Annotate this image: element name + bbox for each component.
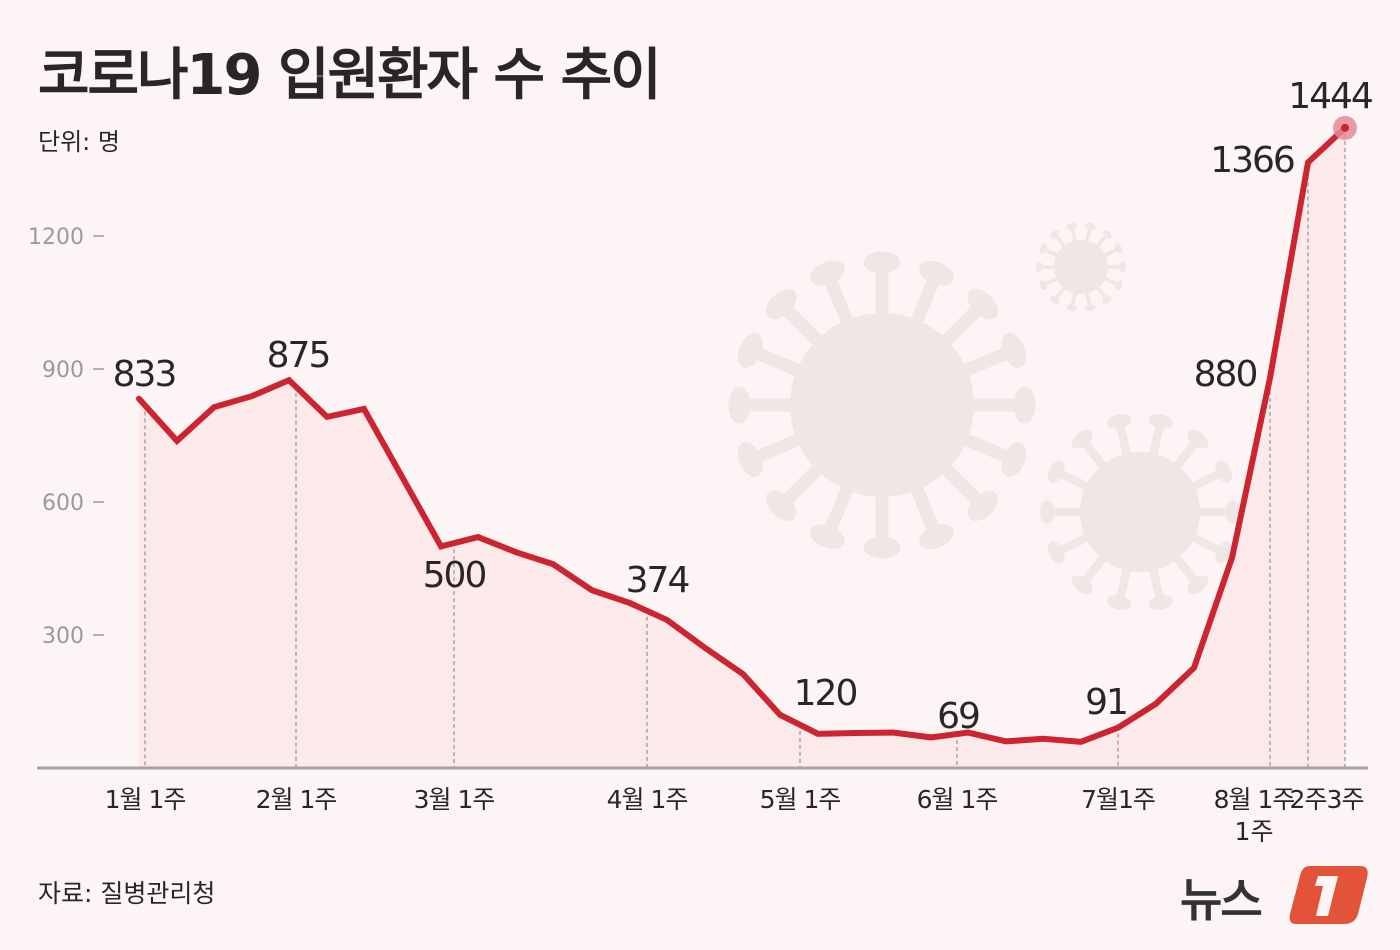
- data-labels: 833 875 500 374 120 69 91 880 1366 1444: [113, 76, 1374, 737]
- x-tick-label: 7월1주: [1081, 785, 1155, 814]
- data-value-label: 91: [1085, 682, 1127, 723]
- x-tick-label: 2월 1주: [256, 785, 337, 814]
- source-label: 자료: 질병관리청: [38, 879, 216, 908]
- unit-label: 단위: 명: [38, 128, 120, 156]
- data-value-label: 880: [1194, 354, 1257, 395]
- x-tick-label: 5월 1주: [760, 785, 841, 814]
- x-tick-label: 8월 1주: [1214, 785, 1295, 814]
- y-tick-label: 1200: [28, 225, 84, 250]
- x-tick-label: 3주: [1327, 785, 1364, 814]
- data-value-label: 500: [423, 555, 486, 596]
- logo-text: 뉴스: [1180, 873, 1263, 927]
- x-tick-label: 2주: [1290, 785, 1327, 814]
- x-tick-label: 3월 1주: [414, 785, 495, 814]
- logo-mark-icon: [1289, 866, 1368, 924]
- news1-logo: 뉴스: [1180, 858, 1370, 930]
- data-value-label: 1444: [1288, 76, 1372, 117]
- y-tick-label: 300: [42, 624, 84, 649]
- data-value-label: 69: [937, 696, 979, 737]
- data-value-label: 1366: [1210, 140, 1294, 181]
- x-tick-label: 6월 1주: [917, 785, 998, 814]
- y-tick-label: 600: [42, 491, 84, 516]
- dashed-guide-lines: [144, 133, 1346, 768]
- data-value-label: 875: [267, 335, 330, 376]
- data-line: [136, 115, 1357, 745]
- x-tick-label: 4월 1주: [607, 785, 688, 814]
- virus-icon: [1035, 222, 1127, 312]
- area-fill: [139, 127, 1345, 768]
- x-tick-label: 1월 1주: [105, 785, 186, 814]
- virus-icon: [728, 251, 1036, 559]
- data-value-label: 833: [113, 354, 176, 395]
- virus-decoration-icons: [728, 222, 1241, 611]
- y-tick-label: 900: [42, 358, 84, 383]
- axes: 300 600 900 1200 1월 1주 2월 1주 3월 1주 4월 1주 5월 1주 6월…: [28, 225, 1368, 846]
- data-value-label: 120: [794, 673, 857, 714]
- virus-icon: [1039, 413, 1241, 611]
- data-value-label: 374: [626, 560, 689, 601]
- x-tick-label-sub: 1주: [1235, 817, 1274, 846]
- chart-title: 코로나19 입원환자 수 추이: [38, 43, 662, 108]
